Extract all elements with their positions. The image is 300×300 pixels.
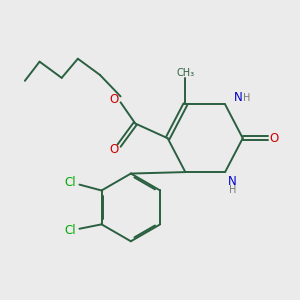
Text: O: O — [109, 142, 119, 156]
Text: H: H — [243, 93, 250, 103]
Text: O: O — [110, 93, 119, 106]
Text: N: N — [228, 175, 237, 188]
Text: Cl: Cl — [65, 176, 76, 189]
Text: N: N — [234, 92, 243, 104]
Text: Cl: Cl — [65, 224, 76, 237]
Text: H: H — [229, 185, 236, 195]
Text: CH₃: CH₃ — [176, 68, 194, 78]
Text: O: O — [270, 132, 279, 145]
